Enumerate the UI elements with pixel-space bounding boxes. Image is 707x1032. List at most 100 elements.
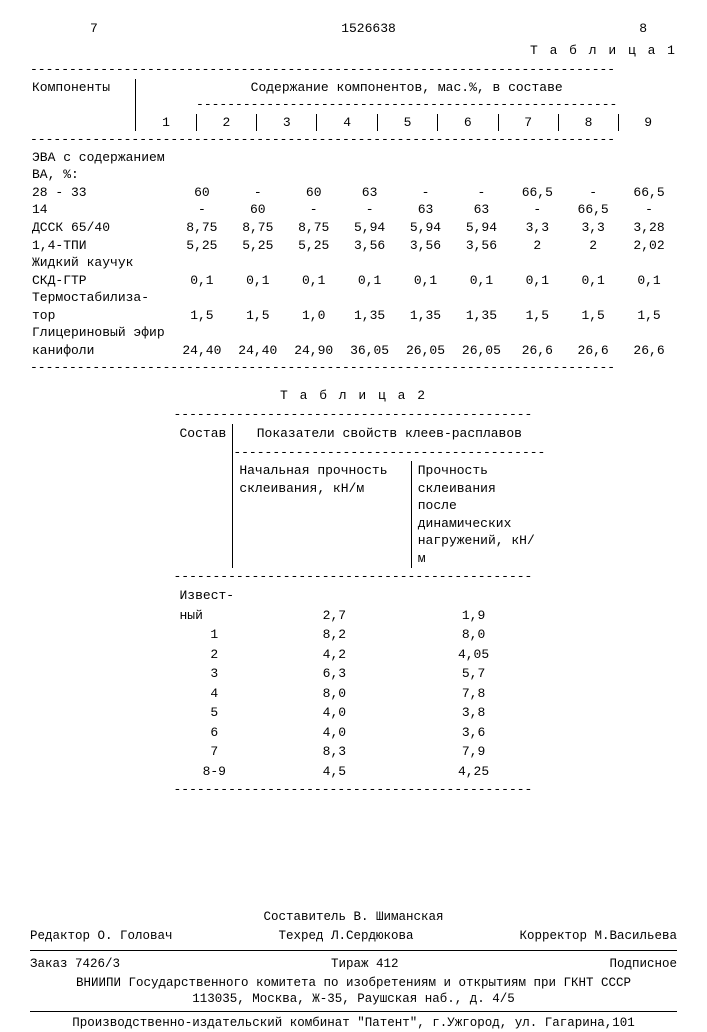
table1-cell: [621, 149, 677, 167]
table1-cell: 8,75: [286, 219, 342, 237]
footer-org1: ВНИИПИ Государственного комитета по изоб…: [30, 975, 677, 992]
footer-tirazh: Тираж 412: [331, 956, 399, 973]
table2-cell: 4,0: [255, 723, 414, 743]
table1-cell: 63: [453, 201, 509, 219]
table1-cell: [453, 289, 509, 307]
table1-cell: [453, 149, 509, 167]
table1-col-num: 2: [196, 114, 256, 132]
table2-cell: 3,8: [414, 703, 534, 723]
table1-cell: -: [398, 184, 454, 202]
table1-cell: 1,0: [286, 307, 342, 325]
page-header: 7 1526638 8: [30, 20, 677, 38]
table2-cell: 5,7: [414, 664, 534, 684]
table1-cell: 26,05: [398, 342, 454, 360]
table1-cell: [453, 324, 509, 342]
table1-cell: [398, 166, 454, 184]
table1-row-label: канифоли: [30, 342, 174, 360]
table1-cell: 5,94: [342, 219, 398, 237]
table1-cell: -: [230, 184, 286, 202]
table2-label: Т а б л и ц а 2: [174, 387, 534, 405]
table1-cell: [509, 254, 565, 272]
table1-cell: 1,35: [453, 307, 509, 325]
footer-corrector: Корректор М.Васильева: [519, 928, 677, 945]
dash-row: ----------------------------------------: [233, 444, 546, 462]
table1-cell: [174, 324, 230, 342]
table2-col2-header: Прочность склеивания после динамических …: [411, 461, 545, 568]
table2-cell: 4,25: [414, 762, 534, 782]
table1-cell: -: [621, 201, 677, 219]
table1-cell: [230, 149, 286, 167]
footer-org2: Производственно-издательский комбинат "П…: [30, 1015, 677, 1032]
table1-row-label: Жидкий каучук: [30, 254, 174, 272]
table1-cell: 66,5: [621, 184, 677, 202]
table1-row-label: ДССК 65/40: [30, 219, 174, 237]
table1-cell: 66,5: [565, 201, 621, 219]
table1-cell: 2: [565, 237, 621, 255]
table1-row-label: Термостабилиза-: [30, 289, 174, 307]
table1-cell: 3,56: [453, 237, 509, 255]
dash-row: ----------------------------------------…: [174, 406, 534, 424]
table2-cell: 4,0: [255, 703, 414, 723]
table1-cell: [621, 254, 677, 272]
table2-sostav-header: Состав: [174, 424, 233, 568]
table2-cell: 2,7: [255, 606, 414, 626]
table1-cell: [174, 149, 230, 167]
table2-row-label: 2: [174, 645, 256, 665]
table1-cell: 24,40: [230, 342, 286, 360]
dash-row: ----------------------------------------…: [174, 781, 534, 799]
table2-row-label: 6: [174, 723, 256, 743]
table1-cell: 0,1: [509, 272, 565, 290]
table1-cell: 5,94: [453, 219, 509, 237]
table1-cell: 26,6: [621, 342, 677, 360]
table1-cell: 0,1: [621, 272, 677, 290]
table1-cell: [398, 289, 454, 307]
table1-cell: [286, 254, 342, 272]
table1-cell: 1,5: [509, 307, 565, 325]
table1-cell: [174, 254, 230, 272]
table1-components-header: Компоненты: [30, 79, 136, 132]
table1-cell: -: [565, 184, 621, 202]
table1-cell: 24,90: [286, 342, 342, 360]
table1-cell: 3,3: [509, 219, 565, 237]
table1-cell: -: [342, 201, 398, 219]
table2-cell: 4,05: [414, 645, 534, 665]
table1-cell: [286, 324, 342, 342]
table1-col-num: 5: [377, 114, 437, 132]
table1-cell: 8,75: [174, 219, 230, 237]
table1-cell: 5,25: [174, 237, 230, 255]
table1-cell: 1,5: [230, 307, 286, 325]
table1-body: ЭВА с содержаниемВА, %: 28 - 3360-6063--…: [30, 149, 677, 360]
table1-cell: 1,5: [621, 307, 677, 325]
table1-cell: [565, 289, 621, 307]
table1-cell: [509, 289, 565, 307]
table1-cell: [174, 166, 230, 184]
table1-cell: 60: [230, 201, 286, 219]
table1-cell: 36,05: [342, 342, 398, 360]
table1-cell: 5,94: [398, 219, 454, 237]
table1-col-num: 1: [136, 114, 196, 132]
table1-row-label: 14: [30, 201, 174, 219]
table1-cell: 1,35: [342, 307, 398, 325]
table1-cell: [342, 149, 398, 167]
table1-cell: [509, 324, 565, 342]
table2-cell: 6,3: [255, 664, 414, 684]
table2-row-label: 3: [174, 664, 256, 684]
table1-cell: [398, 254, 454, 272]
table1-cell: 26,6: [565, 342, 621, 360]
dash-row: ----------------------------------------…: [30, 359, 677, 377]
table1-row-label: 1,4-ТПИ: [30, 237, 174, 255]
table2-row-label: 7: [174, 742, 256, 762]
table1-cell: [174, 289, 230, 307]
table1-cell: [621, 166, 677, 184]
table1-cell: [453, 254, 509, 272]
table2-row-label: 8-9: [174, 762, 256, 782]
table2-row-label: 1: [174, 625, 256, 645]
table1-cell: 0,1: [174, 272, 230, 290]
table1-cell: 60: [286, 184, 342, 202]
page-col-left: 7: [90, 20, 98, 38]
table1-cell: [230, 289, 286, 307]
footer-subscribed: Подписное: [609, 956, 677, 973]
table1-cell: 1,5: [565, 307, 621, 325]
table2-col1-header: Начальная прочность склеивания, кН/м: [233, 461, 411, 568]
table1-cell: 24,40: [174, 342, 230, 360]
